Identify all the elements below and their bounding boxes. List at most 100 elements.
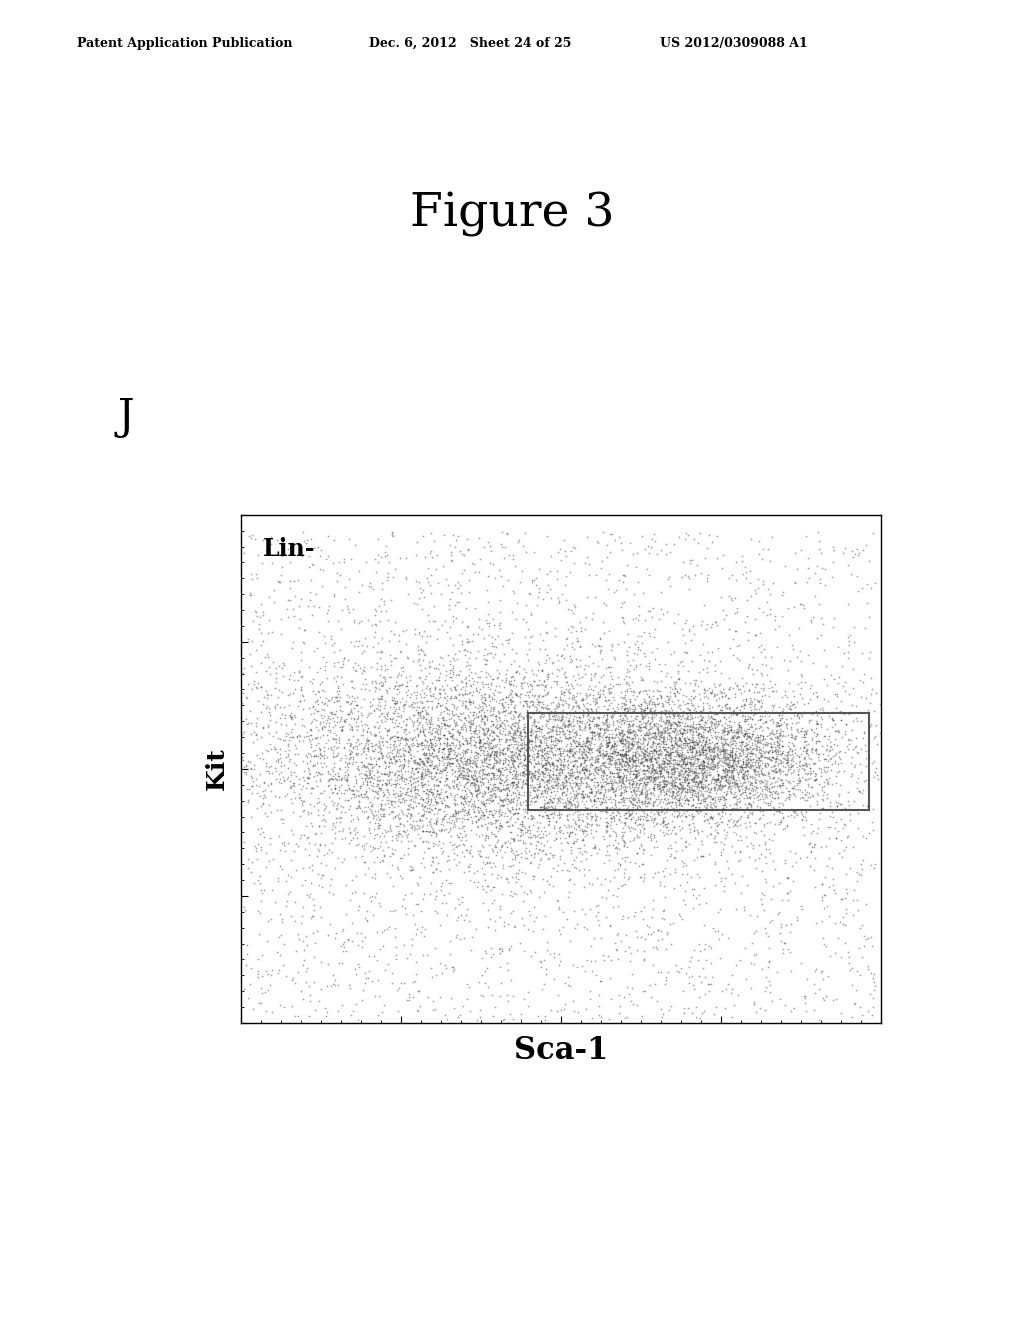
Point	[438, 756, 455, 777]
Point	[728, 570, 744, 591]
Point	[332, 700, 348, 721]
Point	[344, 676, 360, 697]
Point	[698, 763, 715, 784]
Point	[499, 777, 515, 799]
Point	[565, 685, 582, 706]
Point	[618, 748, 635, 770]
Point	[590, 759, 606, 780]
Point	[703, 768, 720, 789]
Point	[687, 714, 703, 735]
Point	[658, 747, 675, 768]
Point	[443, 723, 460, 744]
Point	[589, 531, 605, 552]
Point	[668, 672, 684, 693]
Point	[641, 768, 657, 789]
Point	[578, 799, 594, 820]
Point	[670, 713, 686, 734]
Point	[638, 693, 654, 714]
Point	[356, 738, 373, 759]
Point	[431, 682, 447, 704]
Point	[639, 785, 655, 807]
Point	[429, 834, 445, 855]
Point	[447, 680, 464, 701]
Point	[507, 756, 523, 777]
Point	[762, 911, 778, 932]
Point	[566, 767, 583, 788]
Point	[677, 880, 693, 902]
Point	[641, 748, 657, 770]
Point	[360, 731, 377, 752]
Point	[834, 726, 850, 747]
Point	[519, 704, 536, 725]
Point	[350, 833, 367, 854]
Point	[534, 756, 550, 777]
Point	[386, 774, 402, 795]
Point	[379, 659, 395, 680]
Point	[475, 892, 492, 913]
Point	[394, 825, 411, 846]
Point	[646, 759, 663, 780]
Point	[427, 610, 443, 631]
Point	[259, 644, 275, 665]
Point	[792, 771, 808, 792]
Point	[705, 750, 721, 771]
Point	[674, 705, 690, 726]
Point	[800, 781, 816, 803]
Point	[281, 539, 297, 560]
Point	[652, 723, 669, 744]
Point	[387, 775, 403, 796]
Point	[664, 783, 680, 804]
Point	[816, 725, 833, 746]
Point	[725, 764, 741, 785]
Point	[712, 694, 728, 715]
Point	[773, 751, 790, 772]
Point	[717, 730, 733, 751]
Point	[403, 857, 420, 878]
Point	[545, 764, 561, 785]
Point	[613, 748, 630, 770]
Point	[834, 752, 850, 774]
Point	[443, 759, 460, 780]
Point	[571, 775, 588, 796]
Point	[419, 763, 435, 784]
Point	[632, 805, 648, 826]
Point	[443, 544, 460, 565]
Point	[470, 777, 486, 799]
Point	[296, 825, 312, 846]
Point	[575, 704, 592, 725]
Point	[767, 780, 783, 801]
Point	[541, 799, 557, 820]
Point	[243, 756, 259, 777]
Point	[685, 714, 701, 735]
Point	[693, 785, 710, 807]
Point	[555, 721, 571, 742]
Point	[321, 713, 337, 734]
Point	[306, 682, 323, 704]
Point	[460, 801, 476, 822]
Point	[423, 523, 439, 544]
Point	[777, 752, 794, 774]
Point	[548, 694, 564, 715]
Point	[609, 939, 626, 960]
Point	[768, 701, 784, 722]
Point	[589, 762, 605, 783]
Point	[564, 676, 581, 697]
Point	[775, 721, 792, 742]
Point	[681, 689, 697, 710]
Point	[754, 730, 770, 751]
Point	[286, 606, 302, 627]
Point	[577, 814, 593, 836]
Point	[397, 735, 414, 756]
Point	[627, 696, 643, 717]
Point	[742, 713, 759, 734]
Point	[667, 685, 683, 706]
Point	[734, 741, 751, 762]
Point	[601, 726, 617, 747]
Point	[501, 789, 517, 810]
Point	[668, 824, 684, 845]
Point	[672, 762, 688, 783]
Point	[724, 741, 740, 762]
Point	[674, 743, 690, 764]
Point	[739, 766, 756, 787]
Point	[383, 801, 399, 822]
